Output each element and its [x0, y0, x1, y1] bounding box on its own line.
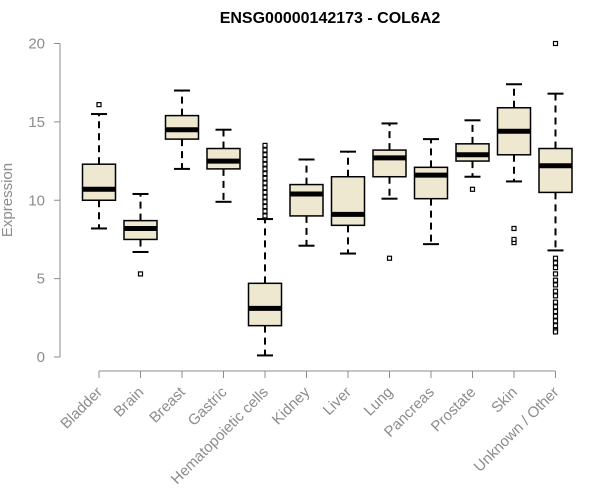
y-axis: 0 5 10 15 20: [28, 36, 61, 366]
x-tick-label: Liver: [320, 384, 355, 419]
chart-title: ENSG00000142173 - COL6A2: [220, 10, 441, 27]
outlier-point: [262, 161, 268, 167]
outlier-point: [386, 255, 393, 261]
outlier-point: [262, 203, 268, 210]
outlier-point: [262, 180, 268, 186]
outlier-point: [262, 189, 268, 196]
outlier-point: [552, 288, 559, 294]
outlier-point: [262, 147, 268, 153]
y-tick-label: 20: [28, 36, 45, 53]
outlier-point: [552, 277, 559, 283]
outlier-point: [262, 166, 268, 172]
outlier-point: [552, 318, 559, 324]
box-iqr: [413, 166, 449, 200]
box-iqr: [330, 175, 366, 227]
y-tick-label: 15: [28, 114, 45, 131]
box-pancreas: [413, 138, 449, 246]
x-tick-label: Kidney: [269, 383, 314, 428]
box-unknown-other: [538, 40, 573, 335]
box-kidney: [289, 158, 324, 247]
outlier-point: [552, 265, 559, 271]
outlier-point: [262, 194, 268, 200]
outlier-point: [552, 329, 559, 335]
outlier-point: [511, 236, 517, 243]
outlier-point: [552, 271, 559, 277]
outlier-point: [552, 40, 559, 47]
box-bladder: [81, 102, 117, 230]
box-iqr: [247, 282, 283, 327]
outlier-point: [552, 293, 559, 299]
outlier-point: [552, 308, 559, 315]
y-tick-label: 5: [37, 271, 45, 288]
y-tick-label: 0: [37, 349, 45, 366]
box-liver: [330, 150, 366, 255]
outlier-point: [262, 199, 268, 205]
box-iqr: [372, 149, 407, 178]
outlier-point: [262, 213, 268, 219]
outlier-point: [552, 255, 559, 261]
box-iqr: [81, 163, 117, 201]
outlier-point: [552, 313, 559, 319]
outlier-point: [262, 175, 268, 181]
outlier-point: [96, 102, 102, 108]
outlier-point: [262, 185, 268, 191]
outlier-point: [552, 299, 559, 305]
box-breast: [164, 89, 200, 170]
outlier-point: [262, 156, 268, 163]
outlier-point: [511, 225, 517, 232]
box-iqr: [538, 147, 573, 194]
outlier-point: [552, 282, 559, 288]
outlier-point: [137, 271, 144, 277]
box-brain: [123, 192, 158, 277]
outlier-point: [552, 304, 559, 310]
x-tick-label: Prostate: [428, 384, 480, 436]
box-hematopoietic-cells: [247, 142, 283, 357]
x-tick-label: Lung: [361, 384, 397, 420]
x-tick-label: Bladder: [57, 384, 106, 433]
outlier-point: [552, 323, 559, 329]
box-prostate: [455, 119, 490, 192]
box-skin: [496, 83, 532, 246]
outlier-point: [262, 152, 268, 158]
x-tick-label: Brain: [111, 384, 148, 421]
box-gastric: [206, 128, 241, 203]
box-lung: [372, 122, 407, 261]
box-iqr: [289, 183, 324, 217]
x-tick-label: Breast: [146, 383, 189, 426]
outlier-point: [552, 260, 559, 266]
y-tick-label: 10: [28, 192, 45, 209]
boxes-group: [81, 40, 573, 357]
outlier-point: [262, 142, 268, 148]
outlier-point: [469, 186, 476, 192]
outlier-point: [262, 171, 268, 177]
outlier-point: [262, 208, 268, 214]
y-axis-label: Expression: [0, 163, 16, 237]
x-tick-label: Skin: [488, 384, 521, 417]
